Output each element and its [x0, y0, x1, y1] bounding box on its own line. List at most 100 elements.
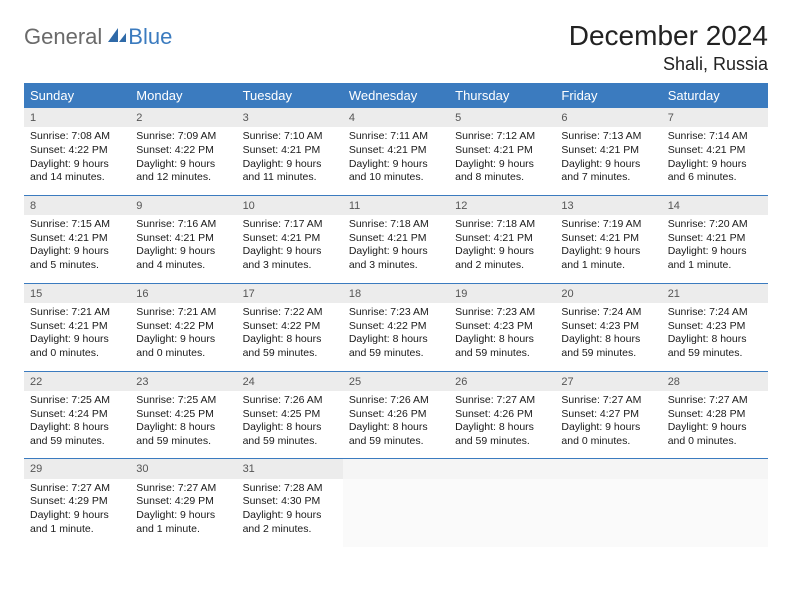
day-number: 8	[24, 195, 130, 215]
day-cell: Sunrise: 7:21 AMSunset: 4:21 PMDaylight:…	[24, 303, 130, 371]
day-cell	[662, 479, 768, 547]
daylight-text-1: Daylight: 9 hours	[455, 158, 549, 172]
sunset-text: Sunset: 4:30 PM	[243, 495, 337, 509]
sunrise-text: Sunrise: 7:26 AM	[243, 394, 337, 408]
day-cell: Sunrise: 7:11 AMSunset: 4:21 PMDaylight:…	[343, 127, 449, 195]
daylight-text-2: and 59 minutes.	[136, 435, 230, 449]
sunset-text: Sunset: 4:25 PM	[243, 408, 337, 422]
day-cell: Sunrise: 7:20 AMSunset: 4:21 PMDaylight:…	[662, 215, 768, 283]
daylight-text-2: and 59 minutes.	[561, 347, 655, 361]
day-number: 3	[237, 108, 343, 127]
daylight-text-1: Daylight: 9 hours	[561, 245, 655, 259]
sunset-text: Sunset: 4:25 PM	[136, 408, 230, 422]
day-content-row: Sunrise: 7:15 AMSunset: 4:21 PMDaylight:…	[24, 215, 768, 283]
day-content-row: Sunrise: 7:27 AMSunset: 4:29 PMDaylight:…	[24, 479, 768, 547]
daylight-text-1: Daylight: 9 hours	[668, 245, 762, 259]
calendar-table: Sunday Monday Tuesday Wednesday Thursday…	[24, 83, 768, 547]
day-cell: Sunrise: 7:24 AMSunset: 4:23 PMDaylight:…	[662, 303, 768, 371]
daylight-text-2: and 3 minutes.	[243, 259, 337, 273]
daylight-text-2: and 5 minutes.	[30, 259, 124, 273]
day-cell: Sunrise: 7:12 AMSunset: 4:21 PMDaylight:…	[449, 127, 555, 195]
sunrise-text: Sunrise: 7:11 AM	[349, 130, 443, 144]
daylight-text-1: Daylight: 9 hours	[668, 158, 762, 172]
day-cell: Sunrise: 7:23 AMSunset: 4:22 PMDaylight:…	[343, 303, 449, 371]
daylight-text-2: and 59 minutes.	[455, 347, 549, 361]
sunset-text: Sunset: 4:21 PM	[668, 232, 762, 246]
daylight-text-2: and 2 minutes.	[243, 523, 337, 537]
sunset-text: Sunset: 4:27 PM	[561, 408, 655, 422]
day-cell: Sunrise: 7:13 AMSunset: 4:21 PMDaylight:…	[555, 127, 661, 195]
day-cell: Sunrise: 7:14 AMSunset: 4:21 PMDaylight:…	[662, 127, 768, 195]
day-content-row: Sunrise: 7:25 AMSunset: 4:24 PMDaylight:…	[24, 391, 768, 459]
sunrise-text: Sunrise: 7:26 AM	[349, 394, 443, 408]
day-number: 25	[343, 371, 449, 391]
logo-word-blue: Blue	[128, 26, 172, 48]
sunrise-text: Sunrise: 7:14 AM	[668, 130, 762, 144]
daylight-text-2: and 14 minutes.	[30, 171, 124, 185]
col-tuesday: Tuesday	[237, 83, 343, 108]
daylight-text-2: and 0 minutes.	[561, 435, 655, 449]
day-cell: Sunrise: 7:25 AMSunset: 4:24 PMDaylight:…	[24, 391, 130, 459]
day-number-row: 22232425262728	[24, 371, 768, 391]
day-number: 28	[662, 371, 768, 391]
col-saturday: Saturday	[662, 83, 768, 108]
daylight-text-2: and 59 minutes.	[243, 347, 337, 361]
daylight-text-1: Daylight: 9 hours	[455, 245, 549, 259]
daylight-text-2: and 1 minute.	[668, 259, 762, 273]
daylight-text-1: Daylight: 9 hours	[136, 245, 230, 259]
day-number: 17	[237, 283, 343, 303]
sunset-text: Sunset: 4:21 PM	[455, 144, 549, 158]
day-number: 5	[449, 108, 555, 127]
day-cell: Sunrise: 7:18 AMSunset: 4:21 PMDaylight:…	[449, 215, 555, 283]
day-cell	[343, 479, 449, 547]
daylight-text-1: Daylight: 9 hours	[561, 421, 655, 435]
day-cell: Sunrise: 7:28 AMSunset: 4:30 PMDaylight:…	[237, 479, 343, 547]
daylight-text-2: and 4 minutes.	[136, 259, 230, 273]
sunrise-text: Sunrise: 7:18 AM	[455, 218, 549, 232]
daylight-text-1: Daylight: 9 hours	[243, 245, 337, 259]
day-number: 23	[130, 371, 236, 391]
sunrise-text: Sunrise: 7:27 AM	[561, 394, 655, 408]
day-cell: Sunrise: 7:21 AMSunset: 4:22 PMDaylight:…	[130, 303, 236, 371]
sunrise-text: Sunrise: 7:25 AM	[136, 394, 230, 408]
daylight-text-1: Daylight: 9 hours	[243, 509, 337, 523]
day-number: 14	[662, 195, 768, 215]
day-number-row: 293031	[24, 459, 768, 479]
sunrise-text: Sunrise: 7:23 AM	[349, 306, 443, 320]
day-cell: Sunrise: 7:27 AMSunset: 4:26 PMDaylight:…	[449, 391, 555, 459]
sunset-text: Sunset: 4:21 PM	[349, 232, 443, 246]
daylight-text-1: Daylight: 9 hours	[349, 158, 443, 172]
daylight-text-2: and 59 minutes.	[455, 435, 549, 449]
day-number	[449, 459, 555, 479]
sunrise-text: Sunrise: 7:15 AM	[30, 218, 124, 232]
day-cell: Sunrise: 7:27 AMSunset: 4:29 PMDaylight:…	[24, 479, 130, 547]
daylight-text-1: Daylight: 8 hours	[455, 421, 549, 435]
col-monday: Monday	[130, 83, 236, 108]
page-title: December 2024	[569, 20, 768, 52]
sunset-text: Sunset: 4:22 PM	[30, 144, 124, 158]
col-friday: Friday	[555, 83, 661, 108]
day-cell: Sunrise: 7:27 AMSunset: 4:28 PMDaylight:…	[662, 391, 768, 459]
daylight-text-2: and 12 minutes.	[136, 171, 230, 185]
sunset-text: Sunset: 4:21 PM	[561, 232, 655, 246]
day-number: 19	[449, 283, 555, 303]
daylight-text-2: and 59 minutes.	[349, 347, 443, 361]
sunset-text: Sunset: 4:21 PM	[243, 144, 337, 158]
sunrise-text: Sunrise: 7:20 AM	[668, 218, 762, 232]
sunset-text: Sunset: 4:23 PM	[668, 320, 762, 334]
col-wednesday: Wednesday	[343, 83, 449, 108]
sunrise-text: Sunrise: 7:24 AM	[668, 306, 762, 320]
daylight-text-1: Daylight: 9 hours	[30, 158, 124, 172]
day-number: 13	[555, 195, 661, 215]
sunset-text: Sunset: 4:26 PM	[455, 408, 549, 422]
daylight-text-1: Daylight: 8 hours	[668, 333, 762, 347]
sunrise-text: Sunrise: 7:16 AM	[136, 218, 230, 232]
day-number: 18	[343, 283, 449, 303]
weekday-header-row: Sunday Monday Tuesday Wednesday Thursday…	[24, 83, 768, 108]
sunset-text: Sunset: 4:22 PM	[243, 320, 337, 334]
logo: General Blue	[24, 20, 172, 48]
day-cell	[449, 479, 555, 547]
daylight-text-2: and 6 minutes.	[668, 171, 762, 185]
sunset-text: Sunset: 4:21 PM	[455, 232, 549, 246]
sunrise-text: Sunrise: 7:10 AM	[243, 130, 337, 144]
